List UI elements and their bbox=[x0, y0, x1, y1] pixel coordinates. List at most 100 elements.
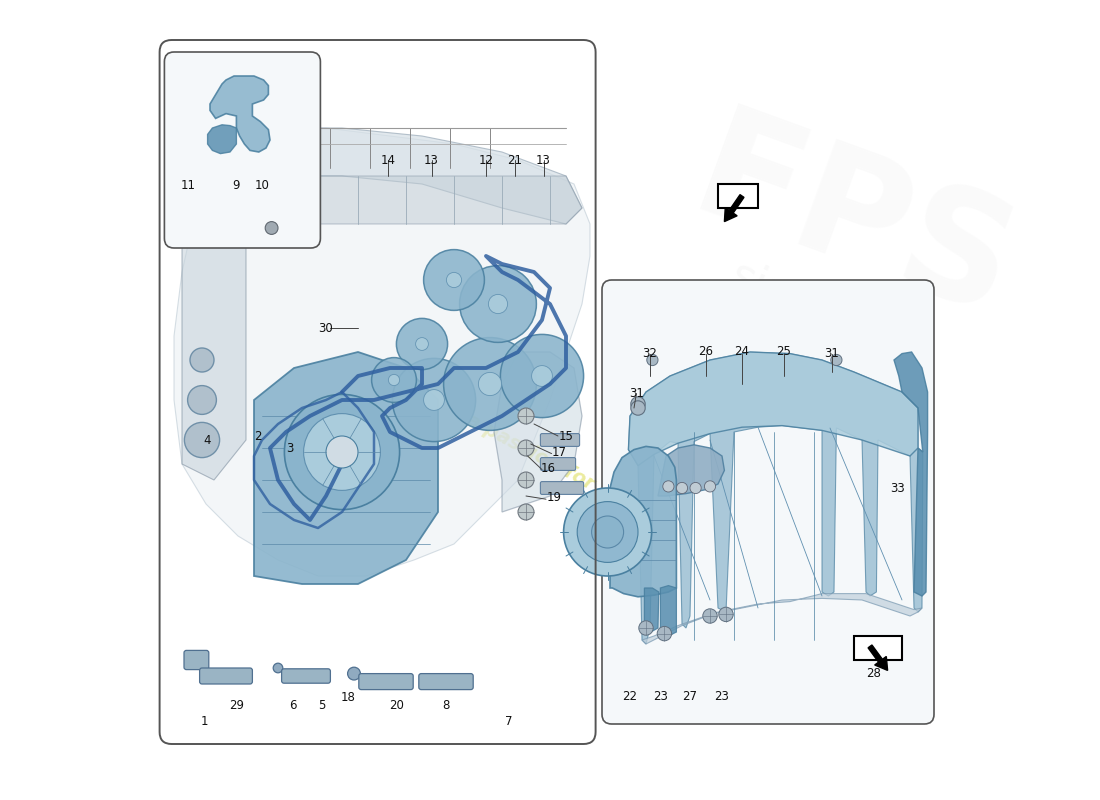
Polygon shape bbox=[660, 586, 676, 636]
FancyBboxPatch shape bbox=[184, 650, 209, 670]
Circle shape bbox=[657, 626, 672, 641]
Text: 27: 27 bbox=[682, 690, 697, 702]
Polygon shape bbox=[658, 445, 725, 496]
FancyBboxPatch shape bbox=[419, 674, 473, 690]
Text: 31: 31 bbox=[824, 347, 839, 360]
Circle shape bbox=[676, 482, 688, 494]
Text: 25: 25 bbox=[777, 346, 791, 358]
FancyBboxPatch shape bbox=[602, 280, 934, 724]
Circle shape bbox=[185, 422, 220, 458]
Ellipse shape bbox=[478, 372, 502, 396]
Text: 30: 30 bbox=[319, 322, 333, 334]
Text: 15: 15 bbox=[559, 430, 573, 442]
Polygon shape bbox=[494, 352, 582, 512]
Text: 23: 23 bbox=[715, 690, 729, 702]
Text: 29: 29 bbox=[229, 699, 244, 712]
Circle shape bbox=[326, 436, 358, 468]
Text: 2: 2 bbox=[254, 430, 262, 442]
Circle shape bbox=[663, 481, 674, 492]
Text: 20: 20 bbox=[389, 699, 404, 712]
Polygon shape bbox=[645, 588, 659, 632]
Text: 14: 14 bbox=[381, 154, 396, 166]
Circle shape bbox=[830, 354, 842, 366]
Text: 18: 18 bbox=[341, 691, 355, 704]
Circle shape bbox=[578, 502, 638, 562]
FancyBboxPatch shape bbox=[540, 434, 580, 446]
Text: 5: 5 bbox=[318, 699, 326, 712]
Text: 28: 28 bbox=[867, 667, 881, 680]
Polygon shape bbox=[174, 128, 590, 576]
Circle shape bbox=[188, 386, 217, 414]
Circle shape bbox=[518, 504, 534, 520]
Circle shape bbox=[265, 222, 278, 234]
Polygon shape bbox=[718, 184, 758, 208]
Text: 13: 13 bbox=[536, 154, 551, 166]
Text: 16: 16 bbox=[541, 462, 556, 474]
Polygon shape bbox=[208, 125, 236, 154]
Circle shape bbox=[690, 482, 701, 494]
Text: 24: 24 bbox=[735, 346, 749, 358]
Text: 21: 21 bbox=[507, 154, 522, 166]
FancyBboxPatch shape bbox=[199, 668, 252, 684]
Text: 3: 3 bbox=[286, 442, 294, 454]
Polygon shape bbox=[610, 446, 676, 597]
FancyBboxPatch shape bbox=[359, 674, 414, 690]
Polygon shape bbox=[628, 352, 918, 466]
Text: since
1985: since 1985 bbox=[702, 254, 846, 386]
Circle shape bbox=[518, 440, 534, 456]
Text: 9: 9 bbox=[233, 179, 240, 192]
Ellipse shape bbox=[424, 250, 484, 310]
Polygon shape bbox=[894, 352, 927, 596]
Circle shape bbox=[304, 414, 381, 490]
Circle shape bbox=[630, 401, 646, 415]
Circle shape bbox=[704, 481, 716, 492]
Polygon shape bbox=[628, 352, 923, 644]
FancyBboxPatch shape bbox=[282, 669, 330, 683]
FancyArrow shape bbox=[725, 194, 744, 222]
Text: FPS: FPS bbox=[675, 98, 1033, 350]
Polygon shape bbox=[642, 594, 922, 644]
Circle shape bbox=[703, 609, 717, 623]
Text: 7: 7 bbox=[505, 715, 513, 728]
Ellipse shape bbox=[447, 272, 462, 288]
Text: a passion for parts since 1985: a passion for parts since 1985 bbox=[463, 410, 764, 582]
Circle shape bbox=[518, 472, 534, 488]
Circle shape bbox=[348, 667, 361, 680]
Text: 12: 12 bbox=[478, 154, 494, 166]
Ellipse shape bbox=[396, 318, 448, 370]
Circle shape bbox=[285, 394, 399, 510]
Ellipse shape bbox=[388, 374, 399, 386]
Ellipse shape bbox=[488, 294, 507, 314]
Text: 22: 22 bbox=[623, 690, 638, 702]
Circle shape bbox=[647, 354, 658, 366]
Polygon shape bbox=[246, 128, 582, 224]
Circle shape bbox=[592, 516, 624, 548]
Polygon shape bbox=[254, 352, 438, 584]
Text: 17: 17 bbox=[552, 446, 568, 458]
Text: 33: 33 bbox=[891, 482, 905, 494]
Circle shape bbox=[190, 348, 214, 372]
Text: 8: 8 bbox=[442, 699, 450, 712]
Polygon shape bbox=[854, 636, 902, 660]
Text: 32: 32 bbox=[642, 347, 658, 360]
FancyArrow shape bbox=[868, 645, 888, 670]
Ellipse shape bbox=[372, 358, 417, 402]
Ellipse shape bbox=[393, 358, 475, 442]
Polygon shape bbox=[210, 76, 270, 152]
Circle shape bbox=[630, 397, 646, 411]
Circle shape bbox=[518, 408, 534, 424]
Circle shape bbox=[718, 607, 734, 622]
Text: 19: 19 bbox=[547, 491, 561, 504]
FancyBboxPatch shape bbox=[540, 458, 575, 470]
Polygon shape bbox=[246, 176, 582, 224]
Text: 10: 10 bbox=[254, 179, 270, 192]
Text: 6: 6 bbox=[288, 699, 296, 712]
Circle shape bbox=[563, 488, 651, 576]
Ellipse shape bbox=[500, 334, 584, 418]
Text: 23: 23 bbox=[653, 690, 668, 702]
Ellipse shape bbox=[424, 390, 444, 410]
Ellipse shape bbox=[443, 338, 537, 430]
Ellipse shape bbox=[460, 266, 537, 342]
Text: 26: 26 bbox=[698, 346, 714, 358]
Text: 31: 31 bbox=[629, 387, 644, 400]
